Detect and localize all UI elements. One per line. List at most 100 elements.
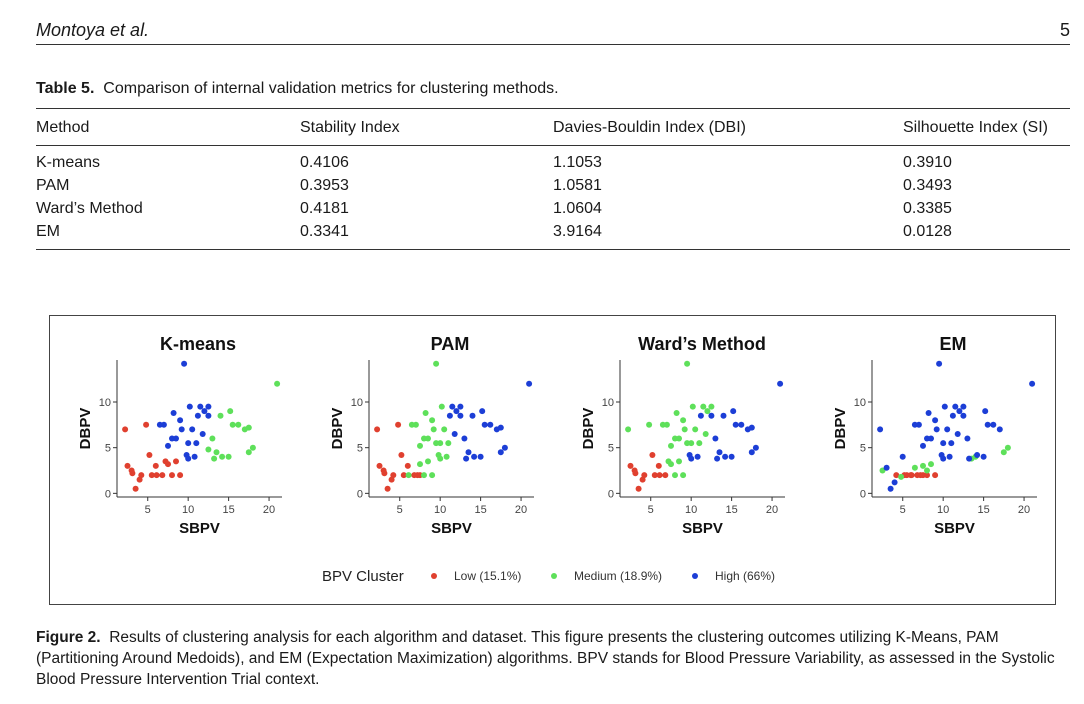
scatter-point-low	[656, 472, 663, 479]
scatter-point-medium	[898, 473, 905, 480]
x-tick-label: 10	[182, 504, 194, 516]
scatter-point-high	[732, 421, 739, 428]
scatter-point-high	[891, 479, 898, 486]
scatter-point-high	[1029, 380, 1036, 387]
scatter-point-high	[984, 421, 991, 428]
scatter-point-high	[990, 421, 997, 428]
scatter-point-low	[662, 472, 669, 479]
scatter-point-low	[400, 472, 407, 479]
scatter-point-high	[980, 453, 987, 460]
scatter-point-medium	[689, 403, 696, 410]
scatter-point-high	[487, 421, 494, 428]
scatter-point-medium	[437, 440, 444, 447]
scatter-point-medium	[441, 426, 448, 433]
scatter-point-high	[449, 403, 456, 410]
y-tick-label: 5	[105, 443, 111, 455]
chart-title: Ward’s Method	[638, 334, 766, 354]
scatter-point-high	[946, 453, 953, 460]
scatter-point-low	[932, 472, 939, 479]
x-axis-label: SBPV	[934, 520, 975, 537]
scatter-point-low	[177, 472, 184, 479]
table-cell: 1.0581	[553, 177, 602, 194]
chart-title: K-means	[160, 334, 236, 354]
scatter-point-medium	[405, 472, 412, 479]
scatter-point-high	[933, 426, 940, 433]
scatter-point-low	[136, 476, 143, 483]
chart-title: EM	[940, 334, 967, 354]
scatter-point-medium	[445, 440, 452, 447]
scatter-point-low	[404, 462, 411, 469]
scatter-point-high	[974, 452, 981, 458]
x-tick-label: 20	[263, 504, 275, 516]
scatter-point-high	[932, 417, 939, 424]
figure-caption: Figure 2. Results of clustering analysis…	[36, 627, 1070, 690]
scatter-point-medium	[700, 403, 707, 410]
scatter-point-low	[398, 452, 405, 458]
table-cell: K-means	[36, 154, 101, 171]
scatter-point-medium	[425, 435, 431, 442]
scatter-point-low	[390, 472, 397, 479]
table-cell: 0.3341	[300, 221, 553, 250]
scatter-point-medium	[433, 440, 440, 447]
scatter-point-high	[497, 449, 504, 456]
scatter-point-medium	[680, 472, 687, 479]
scatter-point-medium	[417, 461, 423, 468]
scatter-point-medium	[924, 467, 930, 474]
scatter-point-low	[655, 462, 662, 469]
scatter-point-high	[194, 412, 201, 419]
scatter-point-high	[944, 426, 951, 433]
scatter-point-low	[635, 485, 642, 492]
scatter-point-high	[173, 435, 179, 442]
x-tick-label: 5	[397, 504, 403, 516]
y-tick-label: 0	[105, 488, 111, 500]
scatter-point-high	[920, 442, 926, 449]
scatter-point-high	[925, 410, 932, 416]
scatter-point-high	[201, 408, 208, 415]
legend-item-label: High (66%)	[715, 569, 775, 583]
legend-swatch	[692, 573, 698, 579]
table-cell: 1.0604	[553, 200, 602, 217]
scatter-point-high	[712, 435, 719, 442]
scatter-point-high	[728, 453, 735, 460]
y-axis-label: DBPV	[329, 408, 346, 450]
scatter-point-medium	[920, 462, 926, 469]
scatter-point-low	[384, 485, 391, 492]
scatter-point-high	[199, 431, 206, 437]
scatter-point-medium	[274, 380, 281, 387]
scatter-point-medium	[219, 453, 226, 460]
scatter-point-medium	[646, 421, 653, 428]
scatter-point-high	[915, 421, 922, 428]
scatter-point-high	[982, 408, 989, 415]
scatter-point-medium	[235, 421, 242, 428]
scatter-point-high	[722, 453, 729, 460]
scatter-point-medium	[412, 421, 419, 428]
scatter-point-low	[124, 462, 131, 469]
scatter-point-high	[185, 455, 192, 462]
scatter-point-medium	[229, 421, 236, 428]
figure-panel: K-means 5 10 15 20 0 5 10 SBPV DBPV PAM 5 10 15 20 0 5 10…	[49, 315, 1056, 605]
x-axis-label: SBPV	[431, 520, 472, 537]
x-tick-label: 5	[145, 504, 151, 516]
scatter-point-high	[940, 440, 947, 447]
table-cell: 0.4181	[300, 200, 349, 217]
scatter-point-medium	[209, 435, 216, 442]
scatter-point-high	[964, 435, 971, 442]
scatter-point-medium	[692, 426, 699, 433]
scatter-point-high	[720, 412, 727, 419]
scatter-point-high	[471, 453, 478, 460]
y-tick-label: 0	[608, 488, 614, 500]
scatter-point-low	[388, 476, 395, 483]
scatter-point-low	[908, 472, 915, 479]
table-cell: 0.3385	[903, 200, 952, 217]
scatter-point-high	[996, 426, 1003, 433]
scatter-point-high	[191, 453, 198, 460]
scatter-point-high	[457, 412, 464, 419]
scatter-point-high	[960, 403, 967, 410]
chart-title: PAM	[431, 334, 470, 354]
x-tick-label: 15	[725, 504, 737, 516]
scatter-point-high	[451, 431, 458, 437]
scatter-point-medium	[704, 408, 711, 415]
scatter-point-high	[497, 424, 504, 431]
scatter-point-high	[887, 485, 894, 492]
table-label: Table 5.	[36, 80, 95, 97]
